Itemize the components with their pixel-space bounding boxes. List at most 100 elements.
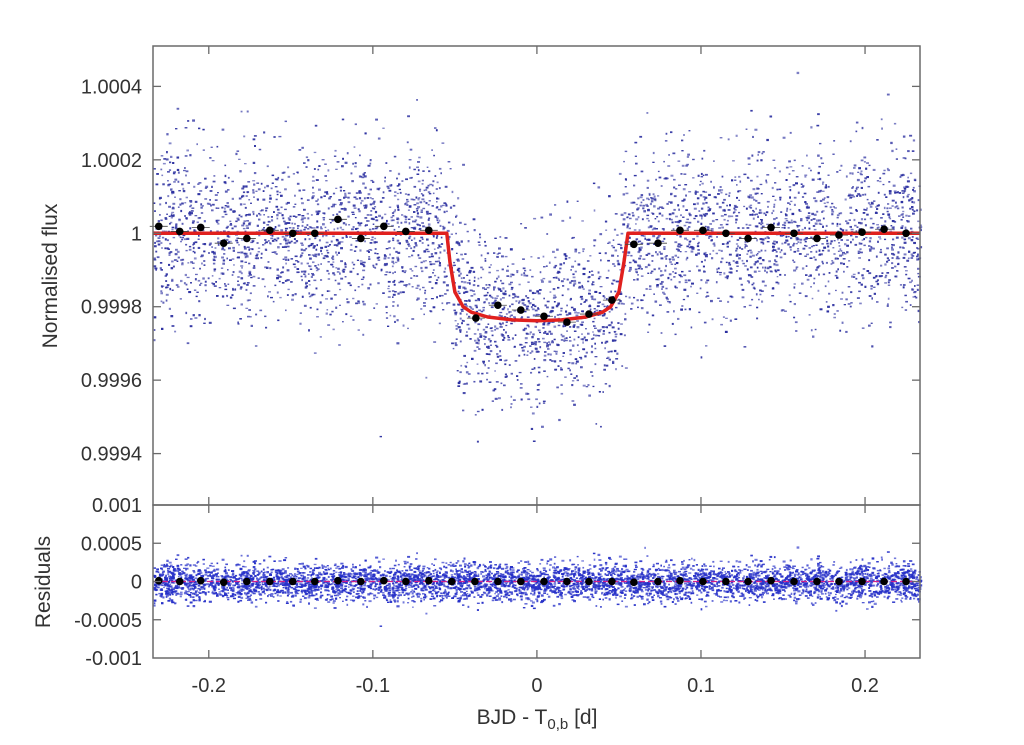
- residuals-panel: 0.001 0.0005 0 -0.0005 -0.001 -0.2 -0.1 0 0.1 0.…: [32, 495, 923, 697]
- flux-y-axis-title: Normalised flux: [39, 203, 62, 348]
- binned-point: [722, 229, 730, 238]
- residuals-binned-points: [154, 576, 910, 587]
- y-tick-label: -0.0005: [74, 610, 142, 632]
- binned-point: [196, 223, 205, 232]
- residuals-y-axis: 0.001 0.0005 0 -0.0005 -0.001: [74, 495, 920, 670]
- binned-residual-point: [699, 577, 707, 586]
- binned-residual-point: [880, 577, 888, 586]
- binned-residual-point: [767, 576, 775, 585]
- y-tick-label: 1: [131, 223, 142, 245]
- x-tick-label: -0.2: [192, 675, 226, 697]
- residuals-x-axis: -0.2 -0.1 0 0.1 0.2: [192, 505, 879, 697]
- binned-residual-point: [563, 577, 571, 586]
- binned-residual-point: [494, 577, 502, 586]
- binned-residual-point: [334, 576, 342, 585]
- y-tick-label: 0.9996: [81, 370, 142, 392]
- binned-residual-point: [243, 577, 251, 586]
- binned-residual-point: [471, 577, 479, 586]
- flux-panel: 1.0004 1.0002 1 0.9998 0.9996 0.9994 Normalis…: [39, 45, 923, 506]
- flux-y-axis: 1.0004 1.0002 1 0.9998 0.9996 0.9994: [81, 76, 920, 466]
- binned-residual-point: [402, 577, 410, 586]
- binned-residual-point: [608, 577, 616, 586]
- binned-point: [880, 225, 888, 234]
- residuals-scatter-points: [153, 546, 923, 627]
- binned-residual-point: [288, 577, 297, 586]
- binned-point: [494, 301, 502, 310]
- y-tick-label: -0.001: [85, 648, 142, 670]
- binned-point: [699, 226, 707, 235]
- binned-point: [402, 227, 410, 236]
- binned-residual-point: [654, 577, 662, 586]
- y-tick-label: 0.001: [92, 495, 142, 517]
- binned-point: [424, 226, 433, 235]
- binned-residual-point: [266, 577, 274, 586]
- y-tick-label: 0: [131, 572, 142, 594]
- x-tick-label: 0: [531, 675, 542, 697]
- binned-residual-point: [175, 577, 184, 586]
- binned-point: [472, 314, 480, 322]
- binned-residual-point: [813, 577, 821, 586]
- binned-point: [175, 227, 184, 236]
- binned-point: [310, 229, 319, 238]
- x-tick-label: 0.2: [851, 675, 879, 697]
- binned-residual-point: [447, 577, 456, 586]
- binned-point: [517, 306, 525, 314]
- binned-residual-point: [196, 576, 205, 585]
- x-tick-label: -0.1: [356, 675, 390, 697]
- x-axis-title: BJD - T0,b [d]: [477, 706, 598, 733]
- x-axis-title-subscript: 0,b: [547, 716, 568, 733]
- y-tick-label: 1.0002: [81, 150, 142, 172]
- transit-model-line: [153, 231, 920, 323]
- binned-residual-point: [357, 577, 365, 586]
- binned-point: [608, 296, 616, 304]
- x-tick-label: 0.1: [687, 675, 715, 697]
- binned-point: [790, 229, 798, 238]
- binned-residual-point: [835, 577, 843, 586]
- binned-point: [540, 312, 548, 321]
- binned-point: [676, 226, 684, 235]
- binned-point: [563, 318, 571, 326]
- binned-residual-point: [630, 578, 638, 587]
- x-axis-title-unit: [d]: [568, 706, 597, 729]
- x-axis-title-main: BJD - T: [477, 706, 548, 729]
- binned-point: [243, 234, 251, 243]
- binned-point: [835, 231, 843, 239]
- binned-point: [767, 223, 775, 232]
- binned-point: [380, 222, 388, 231]
- y-tick-label: 1.0004: [81, 76, 142, 98]
- binned-residual-point: [310, 577, 319, 586]
- residuals-y-axis-title: Residuals: [32, 536, 55, 628]
- binned-point: [902, 229, 910, 238]
- binned-residual-point: [902, 577, 910, 586]
- binned-point: [630, 240, 638, 249]
- binned-point: [266, 226, 274, 235]
- y-tick-label: 0.9994: [81, 444, 142, 466]
- binned-residual-point: [722, 577, 730, 586]
- binned-residual-point: [517, 577, 525, 586]
- binned-residual-point: [790, 577, 798, 586]
- binned-point: [585, 310, 593, 318]
- binned-residual-point: [219, 578, 228, 587]
- flux-scatter-points: [153, 71, 923, 443]
- binned-point: [744, 234, 752, 243]
- binned-point: [219, 239, 228, 247]
- y-tick-label: 0.0005: [81, 533, 142, 555]
- binned-point: [288, 229, 297, 238]
- binned-point: [654, 239, 662, 247]
- binned-point: [813, 234, 821, 243]
- binned-point: [334, 215, 342, 224]
- binned-point: [154, 222, 163, 231]
- binned-point: [357, 234, 365, 243]
- binned-residual-point: [540, 577, 548, 586]
- flux-x-ticks: [208, 46, 866, 505]
- binned-residual-point: [858, 577, 866, 586]
- binned-residual-point: [585, 577, 593, 586]
- binned-residual-point: [424, 576, 433, 585]
- binned-residual-point: [154, 576, 163, 585]
- y-tick-label: 0.9998: [81, 297, 142, 319]
- binned-residual-point: [676, 576, 684, 585]
- binned-residual-point: [380, 576, 388, 585]
- binned-point: [858, 228, 866, 236]
